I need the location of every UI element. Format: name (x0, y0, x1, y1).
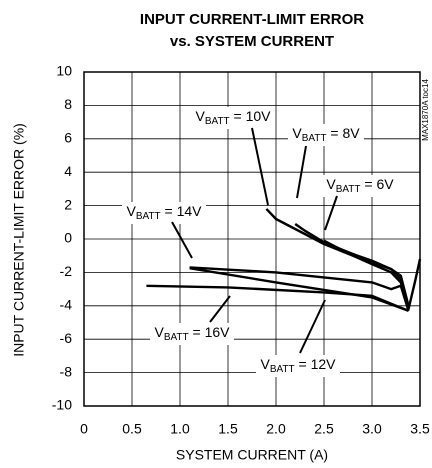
annotation: VBATT = 16V (154, 324, 230, 343)
annotation-subscript: BATT (270, 364, 295, 375)
chart-title: INPUT CURRENT-LIMIT ERROR (140, 11, 364, 28)
x-tick-label: 3.0 (362, 421, 382, 437)
data-line (146, 284, 409, 312)
annotation-prefix: V (126, 203, 136, 219)
annotation-prefix: V (195, 108, 205, 124)
y-tick-label: 2 (64, 196, 72, 212)
chart-subtitle: vs. SYSTEM CURRENT (170, 33, 334, 50)
annotation-suffix: = 8V (327, 125, 361, 141)
y-tick-label: -6 (60, 330, 73, 346)
y-tick-label: 10 (56, 63, 72, 79)
annotation-background (256, 355, 340, 377)
annotation-suffix: = 12V (295, 356, 337, 372)
annotation-subscript: BATT (302, 133, 327, 144)
annotation-subscript: BATT (164, 332, 189, 343)
x-tick-label: 0 (80, 421, 88, 437)
x-tick-label: 0.5 (122, 421, 142, 437)
annotation-prefix: V (292, 125, 302, 141)
annotation: VBATT = 10V (195, 108, 271, 127)
x-tick-label: 2.0 (266, 421, 286, 437)
annotation: VBATT = 14V (126, 203, 202, 222)
x-tick-label: 3.5 (410, 421, 430, 437)
data-line (265, 208, 422, 311)
annotation-arrow (299, 299, 326, 354)
data-line (323, 239, 410, 307)
annotation-background (150, 323, 234, 345)
annotation-background (192, 107, 274, 129)
x-tick-label: 1.0 (170, 421, 190, 437)
annotation-background (122, 202, 206, 224)
y-tick-label: -10 (52, 397, 72, 413)
annotation-suffix: = 6V (361, 176, 395, 192)
x-tick-label: 1.5 (218, 421, 238, 437)
y-tick-label: 0 (64, 230, 72, 246)
annotation-suffix: = 10V (230, 108, 272, 124)
annotation-background (322, 175, 398, 197)
annotation: VBATT = 6V (326, 176, 394, 195)
annotation-background (288, 124, 364, 146)
annotation-arrow (209, 295, 231, 323)
annotation-suffix: = 16V (189, 324, 231, 340)
annotation-subscript: BATT (205, 116, 230, 127)
annotation-arrow (296, 145, 307, 199)
annotation: VBATT = 12V (260, 356, 336, 375)
y-axis-label: INPUT CURRENT-LIMIT ERROR (%) (11, 123, 27, 357)
y-tick-label: -2 (60, 263, 73, 279)
annotation-suffix: = 14V (161, 203, 203, 219)
plot-frame (83, 71, 421, 407)
x-axis-label: SYSTEM CURRENT (A) (176, 447, 328, 463)
annotation-arrow (251, 127, 269, 206)
y-tick-label: 4 (64, 163, 72, 179)
y-tick-label: 6 (64, 130, 72, 146)
y-tick-label: -8 (60, 363, 73, 379)
annotation-prefix: V (154, 324, 164, 340)
annotation-prefix: V (260, 356, 270, 372)
side-note: MAX1870A toc14 (421, 79, 430, 141)
data-line (189, 266, 410, 312)
annotation-arrow (324, 195, 338, 231)
annotation-prefix: V (326, 176, 336, 192)
annotation: VBATT = 8V (292, 125, 360, 144)
y-tick-label: 8 (64, 96, 72, 112)
x-tick-label: 2.5 (314, 421, 334, 437)
y-tick-label: -4 (60, 297, 73, 313)
annotation-subscript: BATT (336, 184, 361, 195)
annotation-subscript: BATT (136, 211, 161, 222)
annotation-arrow (171, 221, 193, 259)
